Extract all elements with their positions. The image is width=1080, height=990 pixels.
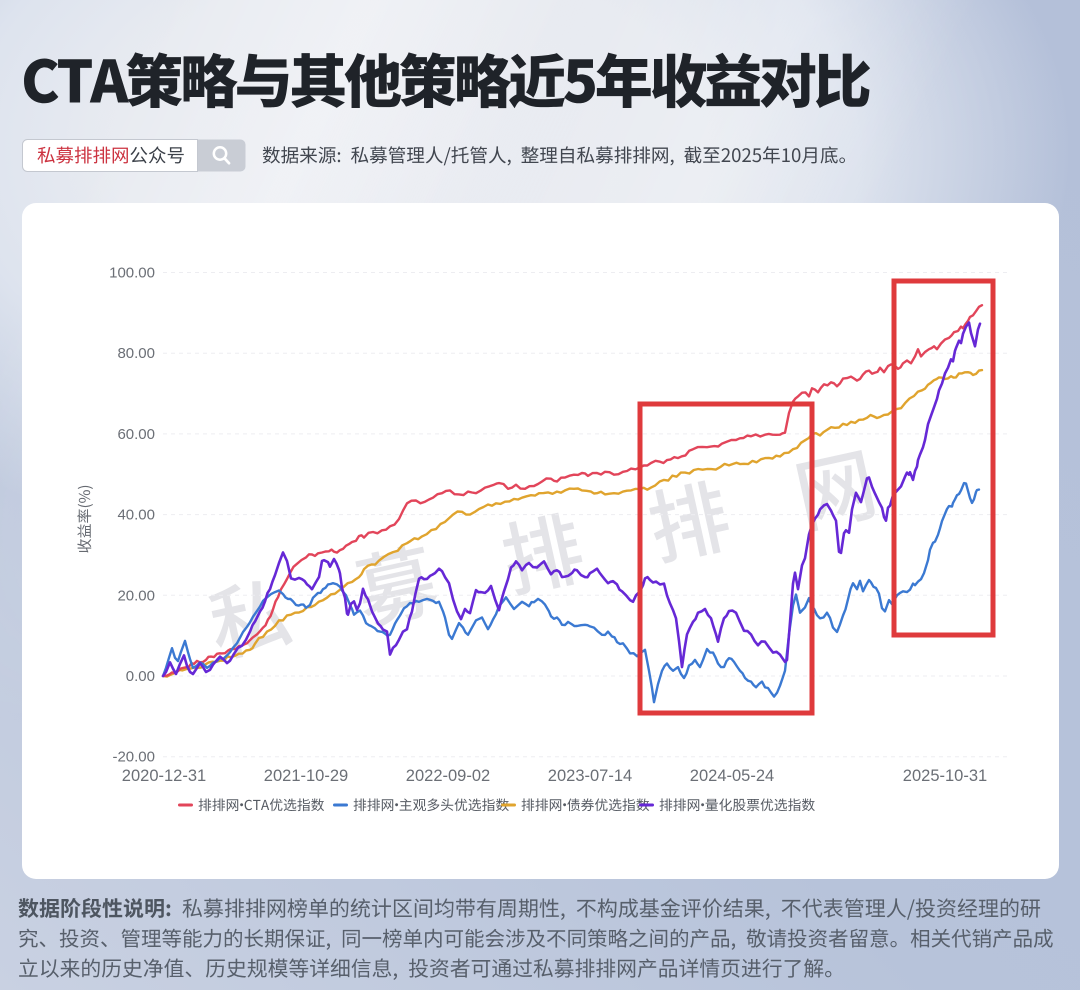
- svg-text:80.00: 80.00: [117, 345, 155, 362]
- svg-text:40.00: 40.00: [117, 507, 155, 524]
- svg-text:2024-05-24: 2024-05-24: [690, 767, 774, 785]
- svg-text:20.00: 20.00: [117, 587, 155, 604]
- svg-text:-20.00: -20.00: [112, 749, 155, 766]
- svg-text:2020-12-31: 2020-12-31: [122, 767, 206, 785]
- svg-text:2023-07-14: 2023-07-14: [548, 767, 632, 785]
- svg-text:2022-09-02: 2022-09-02: [406, 767, 490, 785]
- svg-text:100.00: 100.00: [109, 265, 155, 282]
- svg-text:2021-10-29: 2021-10-29: [264, 767, 348, 785]
- svg-text:60.00: 60.00: [117, 426, 155, 443]
- svg-text:0.00: 0.00: [126, 668, 155, 685]
- svg-text:2025-10-31: 2025-10-31: [903, 767, 987, 785]
